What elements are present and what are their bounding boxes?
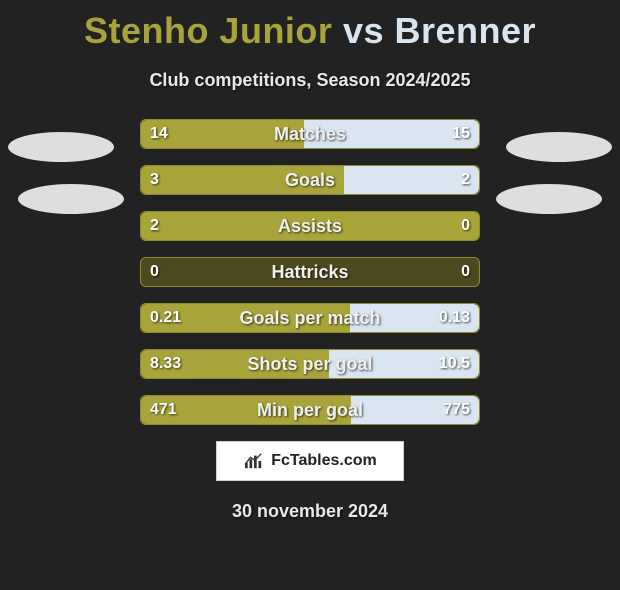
stat-row: Matches1415 xyxy=(140,119,480,149)
subtitle: Club competitions, Season 2024/2025 xyxy=(0,70,620,91)
player1-bar xyxy=(141,350,329,378)
bar-track xyxy=(140,257,480,287)
chart-icon xyxy=(243,452,265,470)
vs-label: vs xyxy=(343,10,384,51)
stats-area: Matches1415 Goals32 Assists20 Hattricks00 Go… xyxy=(0,119,620,425)
player1-bar xyxy=(141,212,479,240)
player2-name: Brenner xyxy=(395,10,537,51)
stat-row: Assists20 xyxy=(140,211,480,241)
bar-track xyxy=(140,211,480,241)
stat-row: Goals per match0.210.13 xyxy=(140,303,480,333)
player1-bar xyxy=(141,120,304,148)
player1-name: Stenho Junior xyxy=(84,10,333,51)
bar-track xyxy=(140,349,480,379)
date-line: 30 november 2024 xyxy=(0,501,620,522)
player1-bar xyxy=(141,304,350,332)
stat-row: Goals32 xyxy=(140,165,480,195)
player2-bar xyxy=(351,396,479,424)
player1-bar xyxy=(141,166,344,194)
stat-row: Shots per goal8.3310.5 xyxy=(140,349,480,379)
comparison-title: Stenho Junior vs Brenner xyxy=(0,10,620,52)
bar-track xyxy=(140,303,480,333)
player2-bar xyxy=(350,304,479,332)
player2-bar xyxy=(344,166,479,194)
bar-track xyxy=(140,165,480,195)
stat-row: Hattricks00 xyxy=(140,257,480,287)
player2-bar xyxy=(304,120,479,148)
source-logo: FcTables.com xyxy=(216,441,404,481)
logo-text: FcTables.com xyxy=(271,452,377,470)
stat-row: Min per goal471775 xyxy=(140,395,480,425)
player2-bar xyxy=(329,350,479,378)
bar-track xyxy=(140,395,480,425)
player1-bar xyxy=(141,396,351,424)
bar-track xyxy=(140,119,480,149)
